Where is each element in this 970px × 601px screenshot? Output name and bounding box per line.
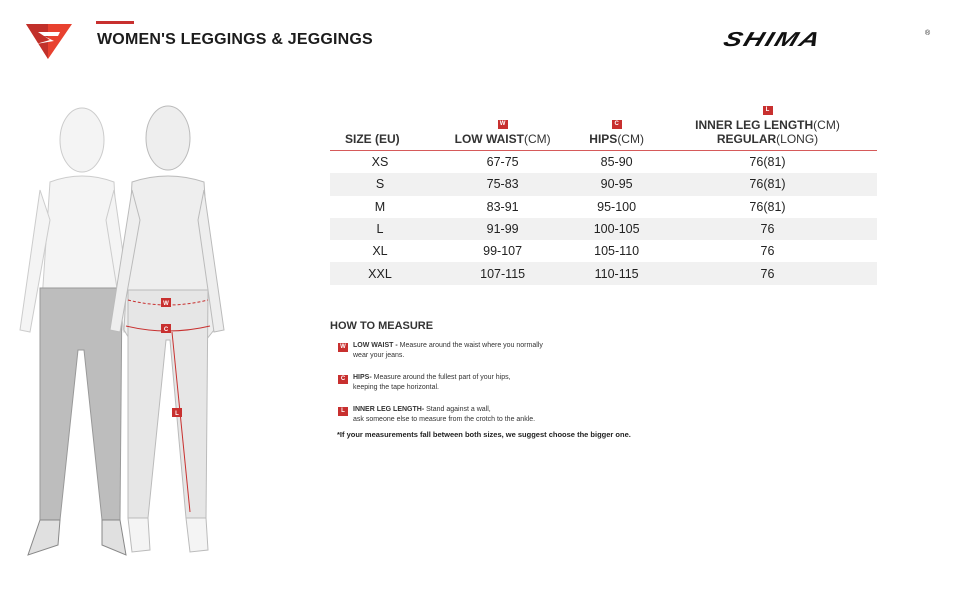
shima-logo-icon [26,24,72,59]
brand-logo: SHIMA [720,28,825,51]
table-cell: 95-100 [597,199,637,214]
table-cell: XS [371,155,389,170]
table-cell: 105-110 [594,244,640,259]
badge-w: W [497,120,508,129]
header-inner-leg: L INNER LEG LENGTH(CM) REGULAR(LONG) [658,100,877,151]
svg-text:L: L [175,411,179,417]
table-cell: 83-91 [486,199,519,214]
table-cell: L [330,217,430,241]
badge-icon: C [338,375,348,384]
badge-c: C [611,120,622,129]
measure-instruction: W LOW WAIST - Measure around the waist wh… [338,341,543,361]
badge-icon: L [338,407,348,416]
page-title: WOMEN'S LEGGINGS & JEGGINGS [97,31,373,48]
header-hips: C HIPS(CM) [575,100,658,151]
table-cell: 75-83 [430,173,576,196]
table-row: XXL 107-115 110-115 76 [330,262,877,285]
table-cell: 76(81) [658,173,877,196]
how-to-measure-heading: HOW TO MEASURE [330,320,434,332]
size-chart-table: SIZE (EU) W LOW WAIST(CM) C HIPS(CM) L INNE… [330,100,877,285]
table-cell: 67-75 [486,155,519,170]
header-waist: W LOW WAIST(CM) [430,100,576,151]
table-cell: 91-99 [430,217,576,241]
table-cell: 76(81) [749,155,786,170]
table-cell: 76(81) [749,199,786,214]
table-cell: XXL [330,262,430,285]
table-row: XS 67-75 85-90 76(81) [330,151,877,174]
badge-icon: W [338,343,348,352]
table-cell: 110-115 [575,262,658,285]
size-note: *If your measurements fall between both … [337,430,631,439]
table-row: L 91-99 100-105 76 [330,217,877,241]
table-cell: 90-95 [575,173,658,196]
table-cell: XL [372,244,388,259]
registered-mark: ® [925,30,931,37]
table-row: S 75-83 90-95 76(81) [330,173,877,196]
table-cell: 76 [760,244,775,259]
model-figures-illustration: W C L [19,105,225,556]
table-cell: 76 [658,262,877,285]
table-cell: 76 [658,217,877,241]
svg-text:W: W [163,301,169,307]
header-size: SIZE (EU) [330,100,430,151]
measure-instruction: L INNER LEG LENGTH- Stand against a wall,… [338,405,535,425]
table-cell: 100-105 [575,217,658,241]
table-row: M 83-91 95-100 76(81) [330,196,877,218]
table-row: XL 99-107 105-110 76 [330,240,877,262]
measure-instruction: C HIPS- Measure around the fullest part o… [338,373,511,393]
table-cell: M [374,199,386,214]
table-cell: 85-90 [600,155,633,170]
table-cell: 99-107 [483,244,523,259]
table-cell: S [330,173,430,196]
title-accent-bar [96,21,134,24]
badge-l: L [762,106,773,115]
svg-text:C: C [164,327,169,333]
table-cell: 107-115 [430,262,576,285]
